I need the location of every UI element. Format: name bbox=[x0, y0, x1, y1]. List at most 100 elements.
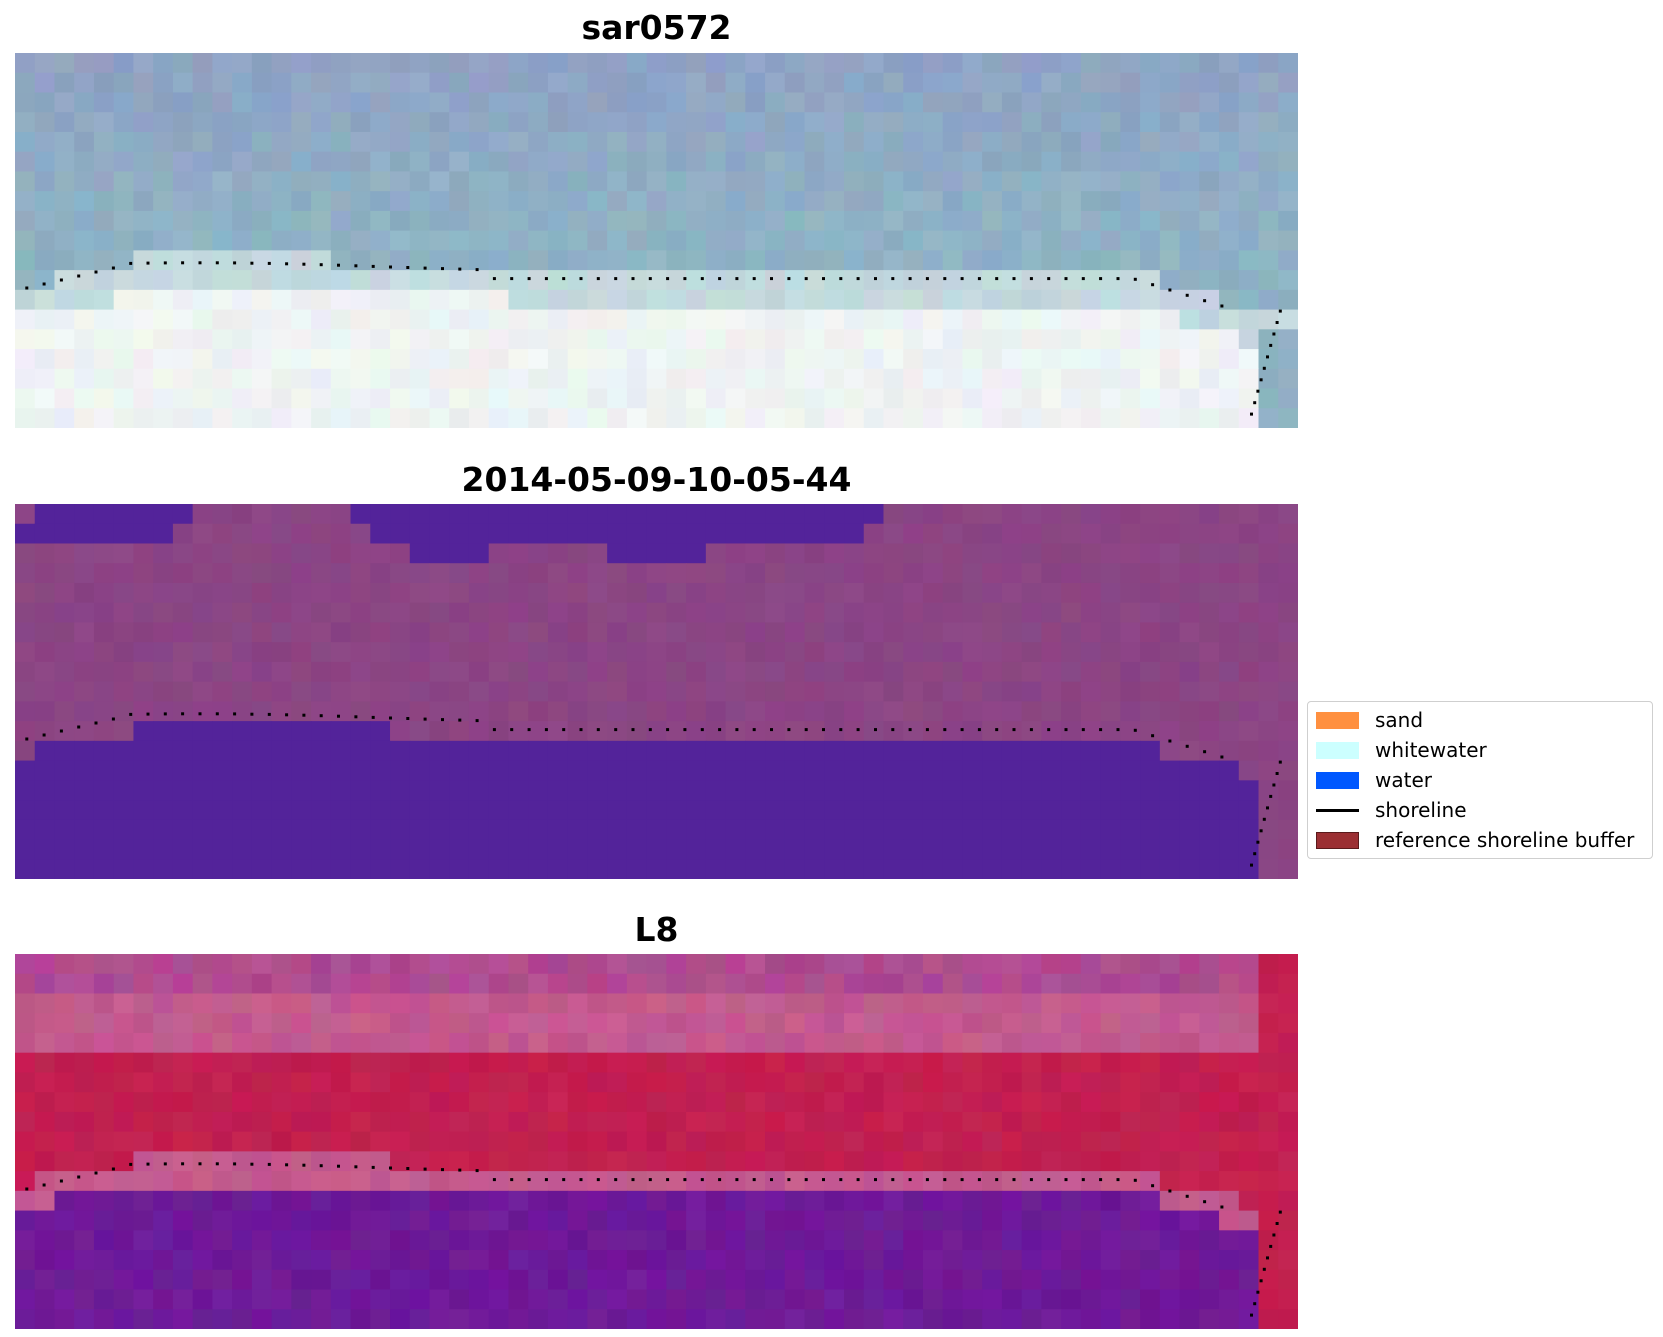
image-pixel bbox=[330, 859, 352, 879]
image-pixel bbox=[54, 1092, 75, 1113]
image-pixel bbox=[1258, 92, 1279, 113]
image-pixel bbox=[1041, 1092, 1062, 1113]
image-pixel bbox=[172, 1052, 194, 1074]
image-pixel bbox=[409, 859, 431, 879]
image-pixel bbox=[725, 289, 746, 311]
image-pixel bbox=[271, 1092, 292, 1113]
image-pixel bbox=[153, 839, 174, 860]
image-pixel bbox=[390, 1151, 411, 1172]
image-pixel bbox=[232, 1190, 253, 1212]
image-pixel bbox=[666, 1210, 687, 1231]
image-pixel bbox=[587, 171, 608, 192]
image-pixel bbox=[607, 151, 628, 173]
image-pixel bbox=[686, 72, 707, 94]
shoreline-marker bbox=[1029, 277, 1033, 281]
image-pixel bbox=[666, 1171, 687, 1192]
image-pixel bbox=[982, 309, 1003, 330]
image-pixel bbox=[844, 1230, 865, 1251]
image-pixel bbox=[212, 270, 233, 291]
image-pixel bbox=[251, 563, 273, 584]
image-pixel bbox=[93, 839, 115, 860]
image-pixel bbox=[844, 1111, 865, 1133]
image-pixel bbox=[587, 1072, 608, 1093]
shoreline-marker bbox=[475, 268, 479, 272]
image-pixel bbox=[212, 563, 233, 584]
image-pixel bbox=[93, 191, 115, 212]
image-pixel bbox=[646, 582, 667, 604]
image-pixel bbox=[1061, 250, 1082, 271]
image-pixel bbox=[133, 270, 154, 291]
image-pixel bbox=[133, 1171, 154, 1192]
image-pixel bbox=[1219, 53, 1240, 74]
image-pixel bbox=[962, 563, 983, 584]
image-pixel bbox=[844, 701, 865, 722]
image-pixel bbox=[587, 1269, 608, 1291]
image-pixel bbox=[172, 973, 194, 995]
image-pixel bbox=[271, 151, 292, 173]
image-pixel bbox=[982, 800, 1003, 821]
image-pixel bbox=[765, 1032, 786, 1054]
image-pixel bbox=[1219, 582, 1240, 604]
image-pixel bbox=[686, 780, 707, 801]
image-pixel bbox=[74, 112, 95, 133]
legend-label-sand: sand bbox=[1375, 708, 1424, 732]
image-pixel bbox=[1238, 1013, 1260, 1034]
shoreline-marker bbox=[735, 1178, 739, 1182]
image-pixel bbox=[370, 1289, 391, 1310]
image-pixel bbox=[1238, 563, 1260, 584]
image-pixel bbox=[725, 1151, 746, 1172]
image-pixel bbox=[390, 1131, 411, 1152]
image-pixel bbox=[942, 681, 964, 702]
image-pixel bbox=[1061, 1151, 1082, 1172]
image-pixel bbox=[705, 642, 727, 663]
image-pixel bbox=[1041, 1269, 1062, 1291]
image-pixel bbox=[626, 582, 648, 604]
shoreline-marker bbox=[1256, 1290, 1260, 1294]
image-pixel bbox=[863, 1309, 885, 1329]
image-pixel bbox=[705, 1171, 727, 1192]
legend-label-water: water bbox=[1375, 768, 1432, 792]
image-pixel bbox=[646, 112, 667, 133]
shoreline-marker bbox=[319, 1164, 323, 1168]
image-pixel bbox=[449, 701, 470, 722]
image-pixel bbox=[330, 839, 352, 860]
image-pixel bbox=[1238, 92, 1260, 113]
image-pixel bbox=[626, 53, 648, 74]
image-pixel bbox=[172, 760, 194, 781]
image-pixel bbox=[1258, 112, 1279, 133]
image-pixel bbox=[409, 1092, 431, 1113]
image-pixel bbox=[232, 1289, 253, 1310]
sand-swatch bbox=[1316, 711, 1359, 729]
image-pixel bbox=[922, 1111, 944, 1133]
image-pixel bbox=[113, 1309, 135, 1329]
shoreline-marker bbox=[527, 1178, 531, 1182]
image-pixel bbox=[15, 701, 36, 722]
image-pixel bbox=[1179, 859, 1200, 879]
image-pixel bbox=[922, 681, 944, 702]
image-pixel bbox=[468, 1269, 490, 1291]
image-pixel bbox=[449, 819, 470, 841]
image-pixel bbox=[508, 523, 529, 545]
image-pixel bbox=[1080, 602, 1102, 624]
image-pixel bbox=[133, 131, 154, 153]
image-pixel bbox=[271, 800, 292, 821]
image-pixel bbox=[429, 72, 450, 94]
image-pixel bbox=[962, 1052, 983, 1074]
image-pixel bbox=[1001, 839, 1023, 860]
image-pixel bbox=[607, 780, 628, 801]
image-pixel bbox=[1199, 1072, 1220, 1093]
image-pixel bbox=[725, 760, 746, 781]
image-pixel bbox=[133, 563, 154, 584]
image-pixel bbox=[567, 388, 589, 409]
image-pixel bbox=[251, 523, 273, 545]
image-pixel bbox=[962, 1210, 983, 1231]
image-pixel bbox=[784, 1111, 806, 1133]
image-pixel bbox=[1179, 171, 1200, 192]
image-pixel bbox=[844, 329, 865, 350]
image-pixel bbox=[705, 681, 727, 702]
image-pixel bbox=[1001, 602, 1023, 624]
image-pixel bbox=[666, 191, 687, 212]
image-pixel bbox=[93, 602, 115, 624]
image-pixel bbox=[15, 92, 36, 113]
image-pixel bbox=[745, 270, 766, 291]
